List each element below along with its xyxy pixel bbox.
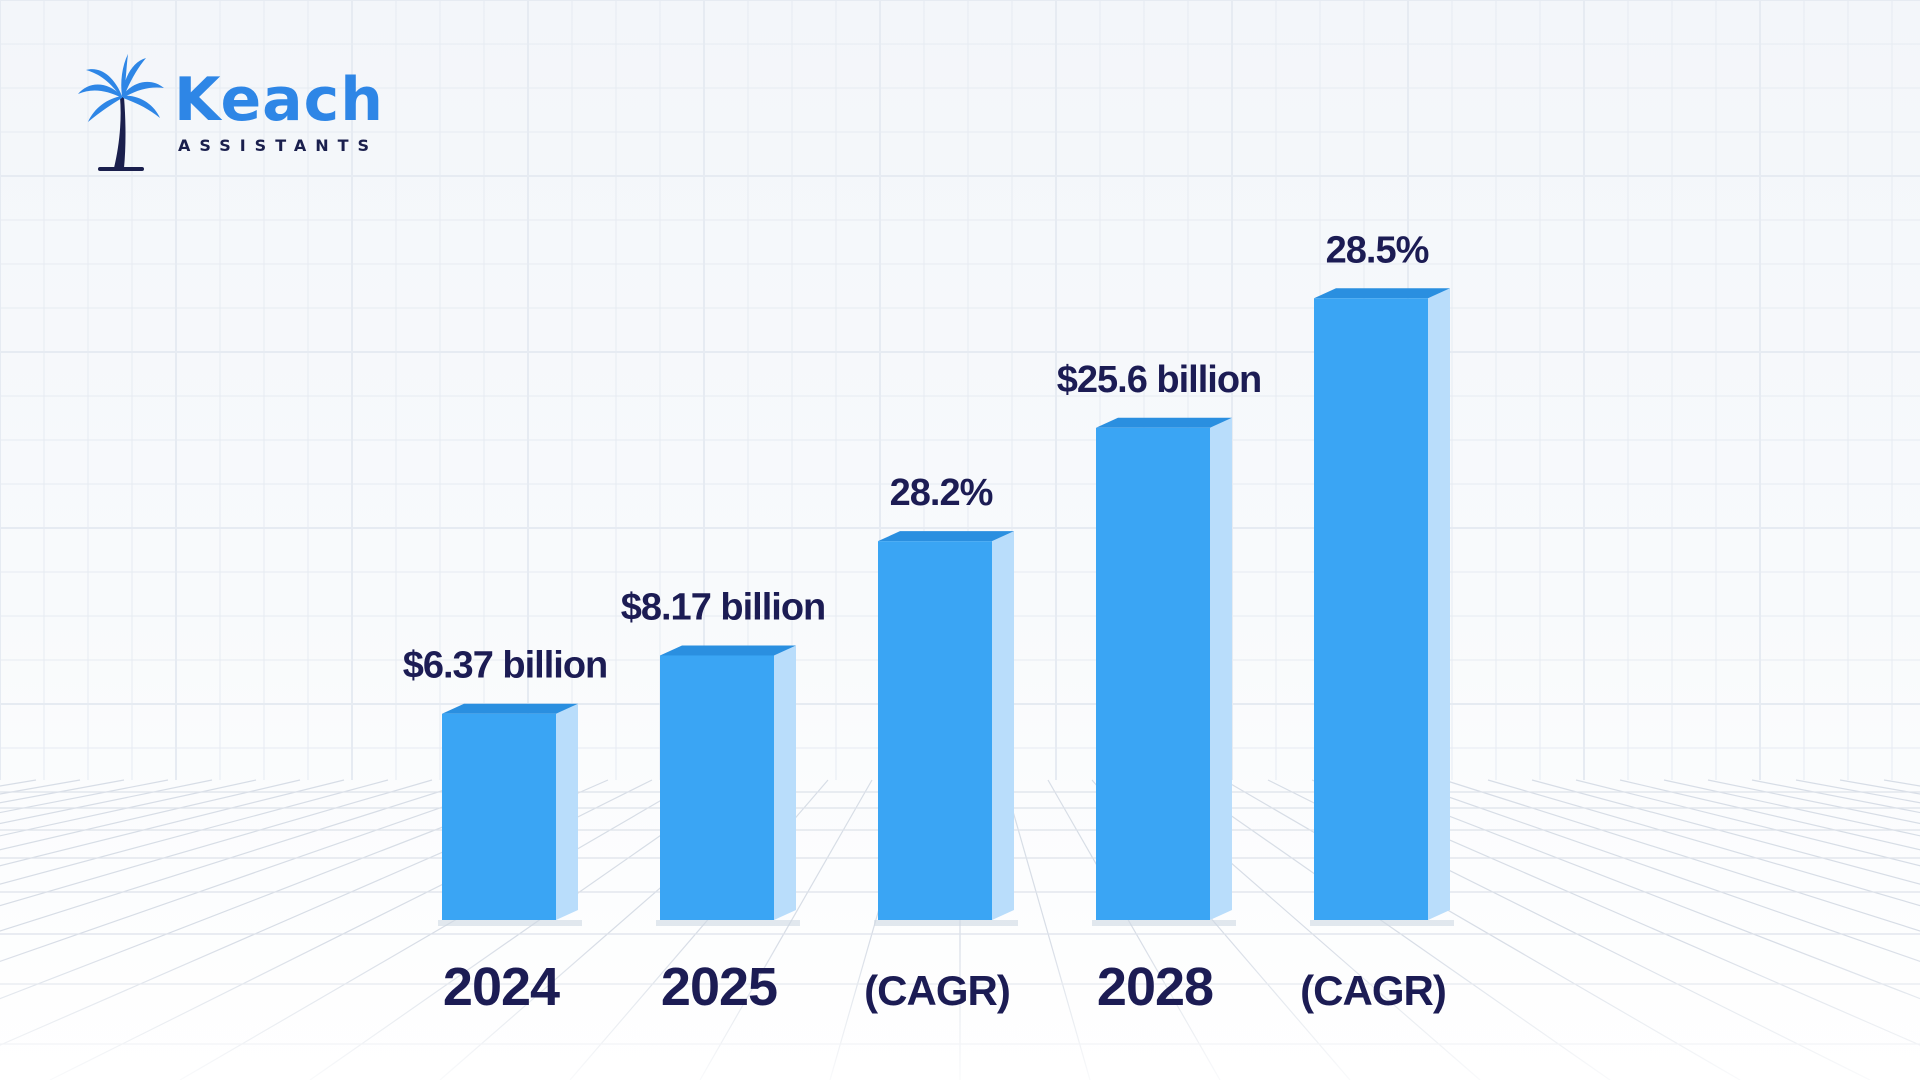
bar-3 [874, 531, 1018, 926]
bar-front [660, 655, 774, 920]
value-label: 28.2% [890, 472, 993, 514]
bars [438, 288, 1454, 926]
bar-top [660, 645, 796, 656]
category-label: 2025 [661, 957, 777, 1017]
bar-top [442, 703, 578, 714]
bar-side [1210, 417, 1232, 920]
value-label: 28.5% [1326, 229, 1429, 271]
bar-front [878, 541, 992, 920]
value-label: $8.17 billion [621, 586, 826, 628]
category-label: (CAGR) [1300, 967, 1446, 1014]
bar-side [992, 531, 1014, 920]
palm-tree-icon [78, 54, 164, 171]
bar-shadow [1310, 920, 1454, 926]
bar-top [1314, 288, 1450, 299]
bar-top [878, 531, 1014, 542]
bar-side [1428, 288, 1450, 920]
bar-shadow [874, 920, 1018, 926]
bar-2 [656, 645, 800, 926]
value-label: $6.37 billion [403, 645, 608, 687]
bar-shadow [656, 920, 800, 926]
category-labels: 2024 2025 (CAGR) 2028 (CAGR) [443, 957, 1447, 1017]
floor-fade [0, 940, 1920, 1080]
category-label: 2024 [443, 957, 560, 1017]
value-labels: $6.37 billion $8.17 billion 28.2% $25.6 bil… [403, 229, 1430, 687]
bar-front [442, 713, 556, 920]
bar-side [774, 645, 796, 920]
bar-front [1314, 298, 1428, 920]
bar-shadow [1092, 920, 1236, 926]
bar-front [1096, 427, 1210, 920]
bar-5 [1310, 288, 1454, 926]
bar-shadow [438, 920, 582, 926]
bar-1 [438, 703, 582, 926]
category-label: (CAGR) [864, 967, 1010, 1014]
bar-top [1096, 417, 1232, 428]
brand-tagline: ASSISTANTS [178, 136, 379, 155]
category-label: 2028 [1097, 957, 1213, 1017]
brand-name: Keach [174, 65, 384, 135]
bar-4 [1092, 417, 1236, 926]
bar-side [556, 703, 578, 920]
brand-logo: Keach ASSISTANTS [76, 52, 416, 172]
value-label: $25.6 billion [1057, 359, 1262, 401]
